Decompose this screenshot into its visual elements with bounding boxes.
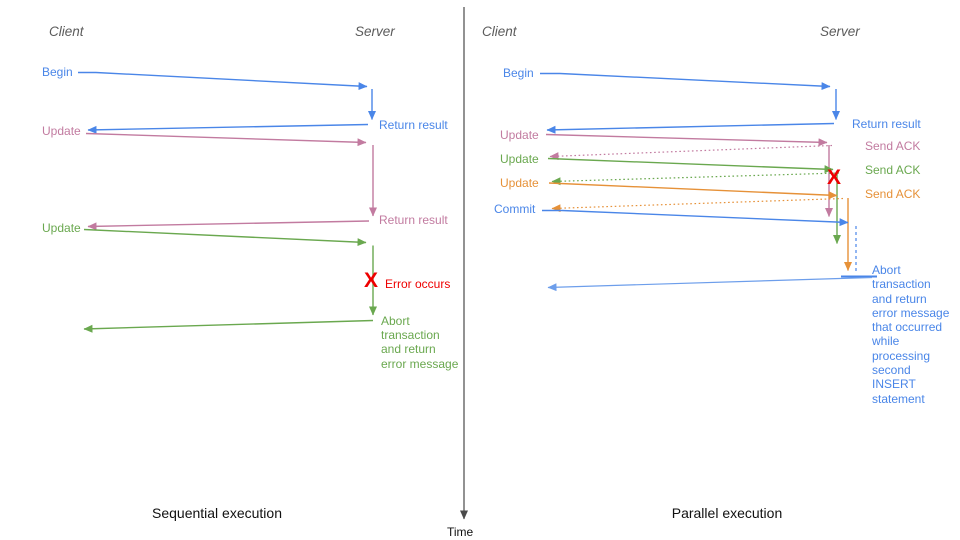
- seq-update-1-label: Update: [42, 124, 81, 138]
- seq-return-result-2-label: Return result: [379, 213, 448, 227]
- seq-begin-request-arrow: [78, 71, 368, 91]
- par-send-ack-1-label: Send ACK: [865, 139, 921, 153]
- par-send-ack-1-arrow: [549, 144, 833, 161]
- par-return-result-label: Return result: [852, 117, 921, 131]
- par-update-3-request-arrow: [548, 182, 838, 200]
- parallel-diagram-arrows: [540, 72, 877, 292]
- seq-begin-label: Begin: [42, 65, 73, 79]
- seq-return-result-2-arrow: [87, 220, 370, 231]
- seq-server-header: Server: [355, 24, 395, 39]
- par-send-ack-3-arrow: [551, 197, 844, 213]
- par-update-1-request-arrow: [545, 133, 828, 147]
- par-send-ack-2-label: Send ACK: [865, 163, 921, 177]
- par-begin-label: Begin: [503, 66, 534, 80]
- seq-return-result-1-arrow: [87, 123, 369, 134]
- par-send-ack-3-label: Send ACK: [865, 187, 921, 201]
- seq-abort-message: Abort transaction and return error messa…: [381, 314, 459, 371]
- par-commit-label: Commit: [494, 202, 536, 216]
- seq-update-2-label: Update: [42, 221, 81, 235]
- par-update-2-label: Update: [500, 152, 539, 166]
- par-caption: Parallel execution: [671, 505, 783, 521]
- par-commit-request-arrow: [542, 209, 849, 227]
- seq-update-1-request-arrow: [85, 132, 367, 147]
- seq-client-header: Client: [49, 24, 84, 39]
- par-update-3-label: Update: [500, 176, 539, 190]
- seq-error-occurs-label: Error occurs: [385, 277, 451, 291]
- par-server-header: Server: [820, 24, 860, 39]
- par-return-result-arrow: [546, 122, 835, 134]
- seq-abort-return-arrow: [83, 319, 374, 333]
- time-axis-label: Time: [447, 525, 474, 539]
- seq-error-x-mark: X: [364, 269, 379, 292]
- par-abort-message: Abort transaction and return error messa…: [872, 263, 950, 406]
- seq-update-2-request-arrow: [83, 228, 367, 247]
- par-send-ack-2-arrow: [551, 172, 840, 186]
- par-update-1-label: Update: [500, 128, 539, 142]
- par-error-x-mark: X: [827, 166, 842, 189]
- seq-return-result-1-label: Return result: [379, 118, 448, 132]
- par-abort-return-arrow: [547, 276, 873, 292]
- seq-caption: Sequential execution: [152, 505, 282, 521]
- par-begin-request-arrow: [540, 72, 831, 91]
- sequential-diagram-arrows: [78, 71, 377, 333]
- par-client-header: Client: [482, 24, 517, 39]
- par-update-2-request-arrow: [547, 157, 834, 174]
